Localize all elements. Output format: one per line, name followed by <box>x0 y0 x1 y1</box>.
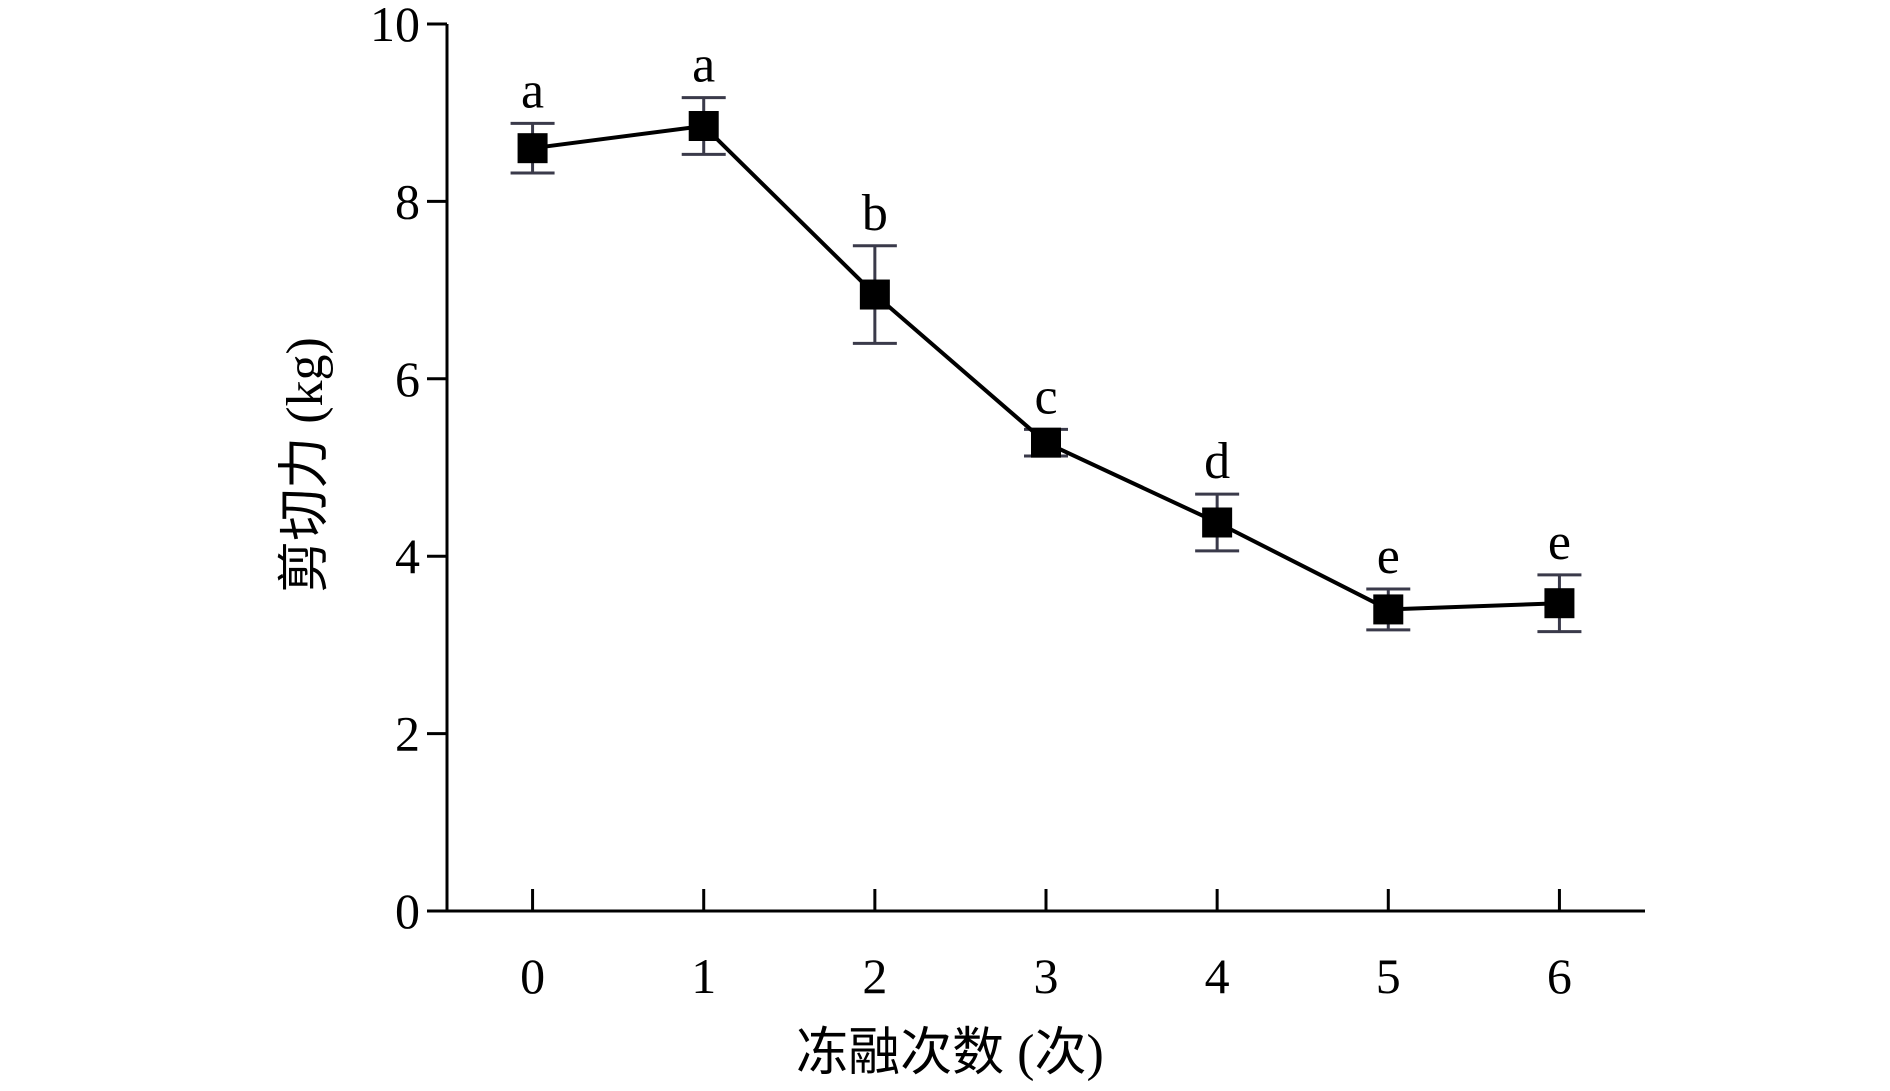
data-point <box>1373 594 1404 625</box>
x-tick-label: 0 <box>520 948 545 1004</box>
x-tick-label: 3 <box>1034 948 1059 1004</box>
x-tick-label: 2 <box>862 948 887 1004</box>
x-axis-label: 冻融次数 (次) <box>796 1025 1104 1082</box>
significance-label: d <box>1204 433 1230 490</box>
error-bars <box>510 96 1582 634</box>
significance-label: a <box>692 37 715 94</box>
y-tick-label: 4 <box>395 528 420 584</box>
y-tick-label: 10 <box>370 0 420 52</box>
data-point <box>517 133 548 164</box>
data-point <box>1544 588 1575 619</box>
significance-labels: a a b c d e e <box>521 37 1571 585</box>
y-tick-label: 0 <box>395 883 420 939</box>
x-tick-label: 5 <box>1376 948 1401 1004</box>
data-point <box>1202 507 1233 538</box>
y-axis-label: 剪切力 (kg) <box>277 337 334 593</box>
data-point <box>688 111 719 142</box>
x-tick-label: 6 <box>1547 948 1572 1004</box>
significance-label: e <box>1377 528 1400 585</box>
axes: 0 2 4 6 8 10 0 1 2 3 4 5 6 <box>370 0 1645 1004</box>
data-point <box>859 279 890 310</box>
x-tick-label: 1 <box>691 948 716 1004</box>
x-tick-label: 4 <box>1205 948 1230 1004</box>
y-tick-label: 6 <box>395 351 420 407</box>
significance-label: b <box>862 185 888 242</box>
y-tick-label: 8 <box>395 173 420 229</box>
markers <box>517 111 1575 625</box>
significance-label: a <box>521 62 544 119</box>
significance-label: e <box>1548 514 1571 571</box>
data-point <box>1031 427 1061 458</box>
significance-label: c <box>1034 368 1057 425</box>
y-tick-label: 2 <box>395 706 420 762</box>
